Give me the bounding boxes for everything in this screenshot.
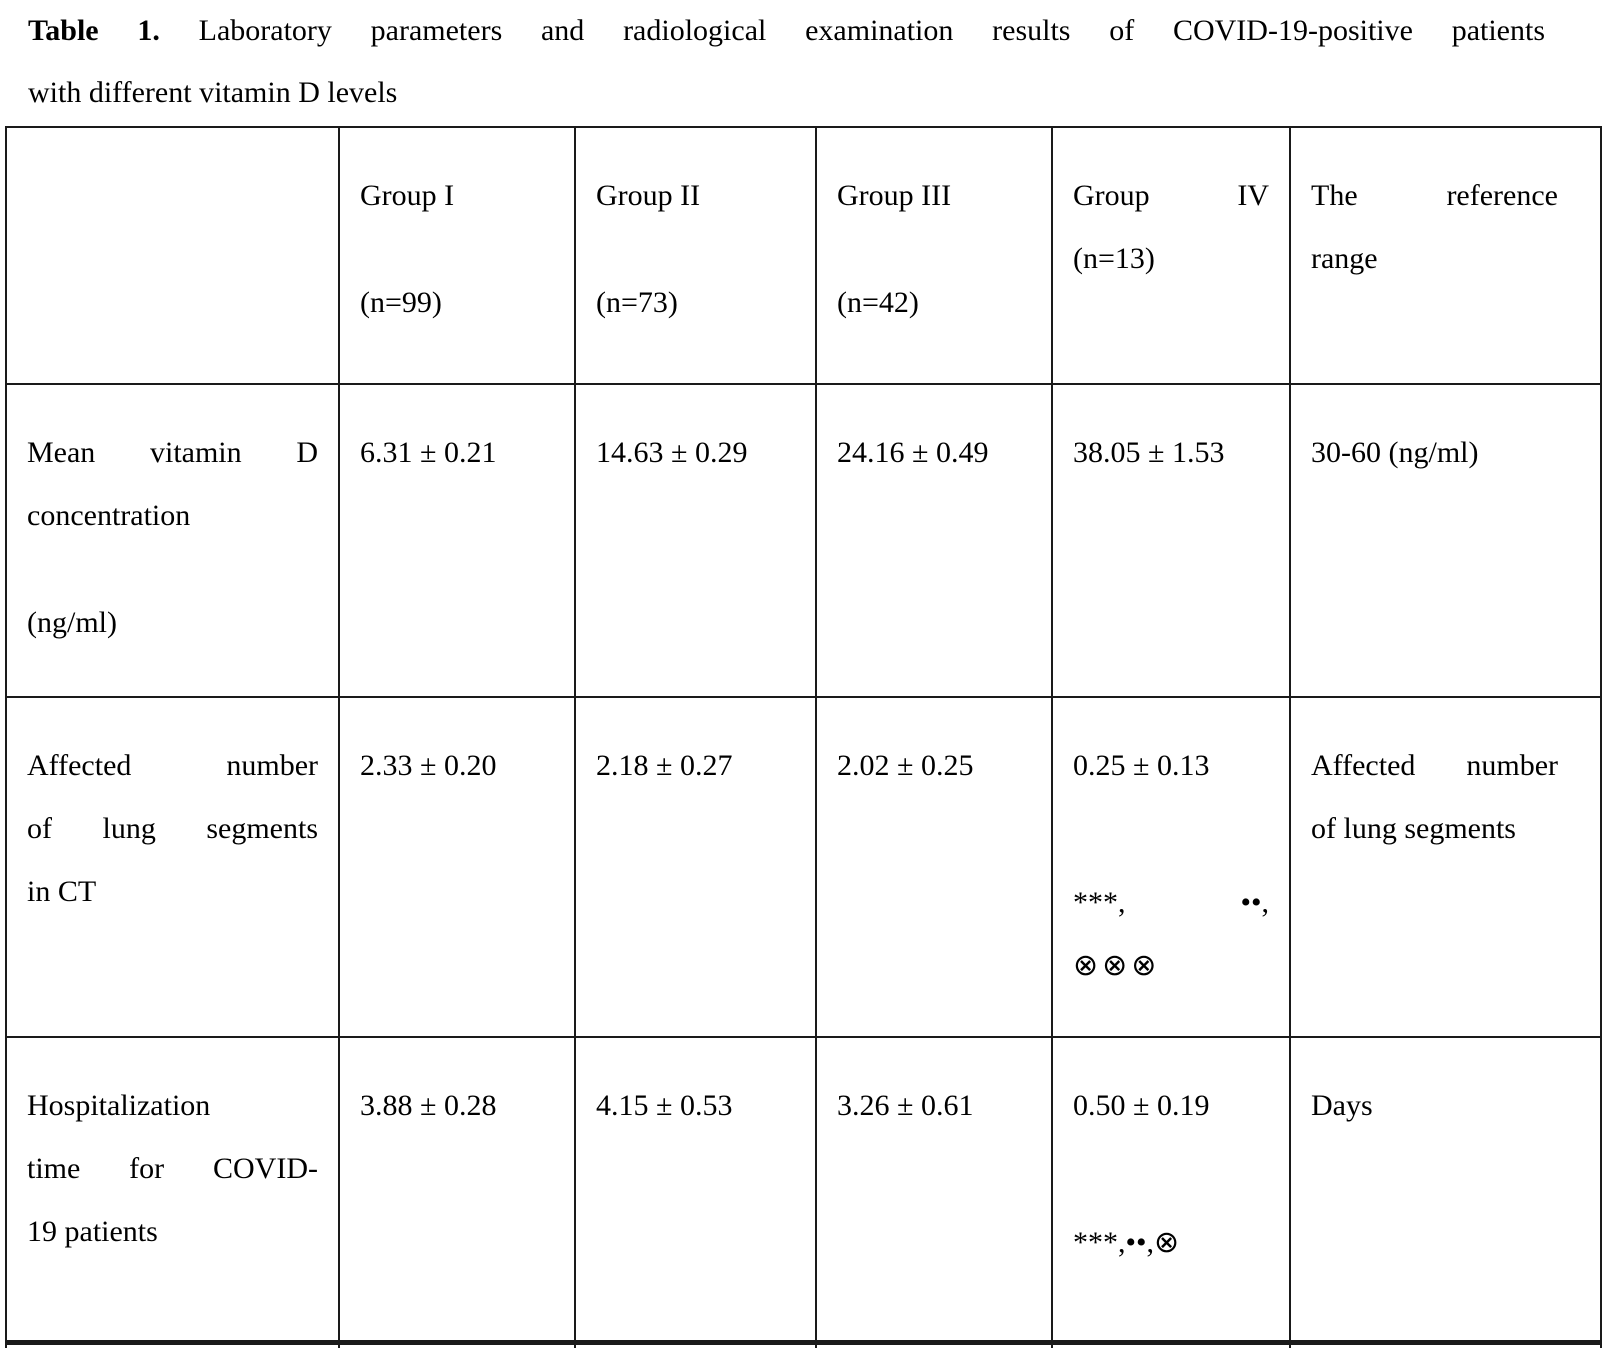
hospitalization-reference-cell: Days xyxy=(1289,1036,1602,1343)
truncated-cell xyxy=(574,1339,817,1348)
group4-name: Group IV xyxy=(1073,179,1269,212)
hospitalization-label-cell: Hospitalization time for COVID- 19 patie… xyxy=(5,1036,340,1343)
group2-n: (n=73) xyxy=(596,286,678,319)
vitamin-d-group4-value: 38.05 ± 1.53 xyxy=(1073,436,1225,469)
row-truncated xyxy=(5,1339,1602,1348)
hospitalization-group4-cell: 0.50 ± 0.19 ***,••,⊗ xyxy=(1051,1036,1291,1343)
group2-name: Group II xyxy=(596,179,701,212)
hospitalization-group1-value: 3.88 ± 0.28 xyxy=(360,1089,497,1122)
reference-header-line2: range xyxy=(1311,242,1378,275)
lung-segments-significance-line2: ⊗⊗⊗ xyxy=(1073,949,1161,982)
hospitalization-group3-cell: 3.26 ± 0.61 xyxy=(815,1036,1053,1343)
header-cell-reference: The reference range xyxy=(1289,126,1602,385)
truncated-cell xyxy=(1289,1339,1602,1348)
lung-segments-reference-line1: Affected number xyxy=(1311,749,1558,782)
hospitalization-label-line1: Hospitalization xyxy=(27,1089,211,1122)
hospitalization-significance: ***,••,⊗ xyxy=(1073,1226,1180,1259)
lung-segments-group4-cell: 0.25 ± 0.13 ***, ••, ⊗⊗⊗ xyxy=(1051,696,1291,1038)
vitamin-d-group1-cell: 6.31 ± 0.21 xyxy=(338,383,576,698)
hospitalization-group2-cell: 4.15 ± 0.53 xyxy=(574,1036,817,1343)
hospitalization-group4-value: 0.50 ± 0.19 xyxy=(1073,1089,1210,1122)
header-cell-group4: Group IV (n=13) xyxy=(1051,126,1291,385)
hospitalization-group1-cell: 3.88 ± 0.28 xyxy=(338,1036,576,1343)
vitamin-d-label-line2: concentration xyxy=(27,499,191,532)
group1-name: Group I xyxy=(360,179,455,212)
vitamin-d-reference-cell: 30-60 (ng/ml) xyxy=(1289,383,1602,698)
vitamin-d-group2-cell: 14.63 ± 0.29 xyxy=(574,383,817,698)
vitamin-d-group3-cell: 24.16 ± 0.49 xyxy=(815,383,1053,698)
row-vitamin-d: Mean vitamin D concentration (ng/ml) 6.3… xyxy=(5,383,1602,698)
caption-line-2: with different vitamin D levels xyxy=(28,76,398,109)
vitamin-d-reference-value: 30-60 (ng/ml) xyxy=(1311,436,1479,469)
header-row: Group I (n=99) Group II (n=73) Group III… xyxy=(5,126,1602,385)
row-lung-segments: Affected number of lung segments in CT 2… xyxy=(5,696,1602,1038)
caption-table-number: Table 1. xyxy=(28,14,160,47)
lung-segments-reference-line2: of lung segments xyxy=(1311,812,1516,845)
vitamin-d-group3-value: 24.16 ± 0.49 xyxy=(837,436,989,469)
group3-name: Group III xyxy=(837,179,952,212)
truncated-cell xyxy=(1051,1339,1291,1348)
hospitalization-label-line3: 19 patients xyxy=(27,1215,158,1248)
lung-segments-label-cell: Affected number of lung segments in CT xyxy=(5,696,340,1038)
lung-segments-group3-value: 2.02 ± 0.25 xyxy=(837,749,974,782)
table-caption: Table 1. Laboratory parameters and radio… xyxy=(28,0,1545,124)
hospitalization-reference-value: Days xyxy=(1311,1089,1373,1122)
truncated-cell xyxy=(338,1339,576,1348)
truncated-cell xyxy=(5,1339,340,1348)
lung-segments-reference-cell: Affected number of lung segments xyxy=(1289,696,1602,1038)
reference-header-line1: The reference xyxy=(1311,179,1558,212)
lung-segments-group2-value: 2.18 ± 0.27 xyxy=(596,749,733,782)
lung-segments-label-line2: of lung segments xyxy=(27,812,318,845)
vitamin-d-label-line3: (ng/ml) xyxy=(27,606,117,639)
group3-n: (n=42) xyxy=(837,286,919,319)
hospitalization-group2-value: 4.15 ± 0.53 xyxy=(596,1089,733,1122)
header-cell-empty xyxy=(5,126,340,385)
caption-text: Laboratory parameters and radiological e… xyxy=(198,14,1546,47)
lung-segments-group3-cell: 2.02 ± 0.25 xyxy=(815,696,1053,1038)
lung-segments-group2-cell: 2.18 ± 0.27 xyxy=(574,696,817,1038)
hospitalization-label-line2: time for COVID- xyxy=(27,1152,318,1185)
row-hospitalization: Hospitalization time for COVID- 19 patie… xyxy=(5,1036,1602,1343)
lung-segments-group1-value: 2.33 ± 0.20 xyxy=(360,749,497,782)
lung-segments-group1-cell: 2.33 ± 0.20 xyxy=(338,696,576,1038)
vitamin-d-label-line1: Mean vitamin D xyxy=(27,436,318,469)
group4-n: (n=13) xyxy=(1073,242,1155,275)
lung-segments-label-line1: Affected number xyxy=(27,749,318,782)
lung-segments-significance-line1: ***, ••, xyxy=(1073,886,1269,919)
group1-n: (n=99) xyxy=(360,286,442,319)
vitamin-d-group4-cell: 38.05 ± 1.53 xyxy=(1051,383,1291,698)
table-container: Group I (n=99) Group II (n=73) Group III… xyxy=(5,126,1604,1348)
lung-segments-label-line3: in CT xyxy=(27,875,97,908)
hospitalization-group3-value: 3.26 ± 0.61 xyxy=(837,1089,974,1122)
caption-line-1: Table 1. Laboratory parameters and radio… xyxy=(28,0,1545,62)
header-cell-group1: Group I (n=99) xyxy=(338,126,576,385)
lung-segments-group4-value: 0.25 ± 0.13 xyxy=(1073,749,1210,782)
results-table: Group I (n=99) Group II (n=73) Group III… xyxy=(5,126,1602,1348)
vitamin-d-label-cell: Mean vitamin D concentration (ng/ml) xyxy=(5,383,340,698)
vitamin-d-group2-value: 14.63 ± 0.29 xyxy=(596,436,748,469)
header-cell-group2: Group II (n=73) xyxy=(574,126,817,385)
header-cell-group3: Group III (n=42) xyxy=(815,126,1053,385)
truncated-cell xyxy=(815,1339,1053,1348)
vitamin-d-group1-value: 6.31 ± 0.21 xyxy=(360,436,497,469)
